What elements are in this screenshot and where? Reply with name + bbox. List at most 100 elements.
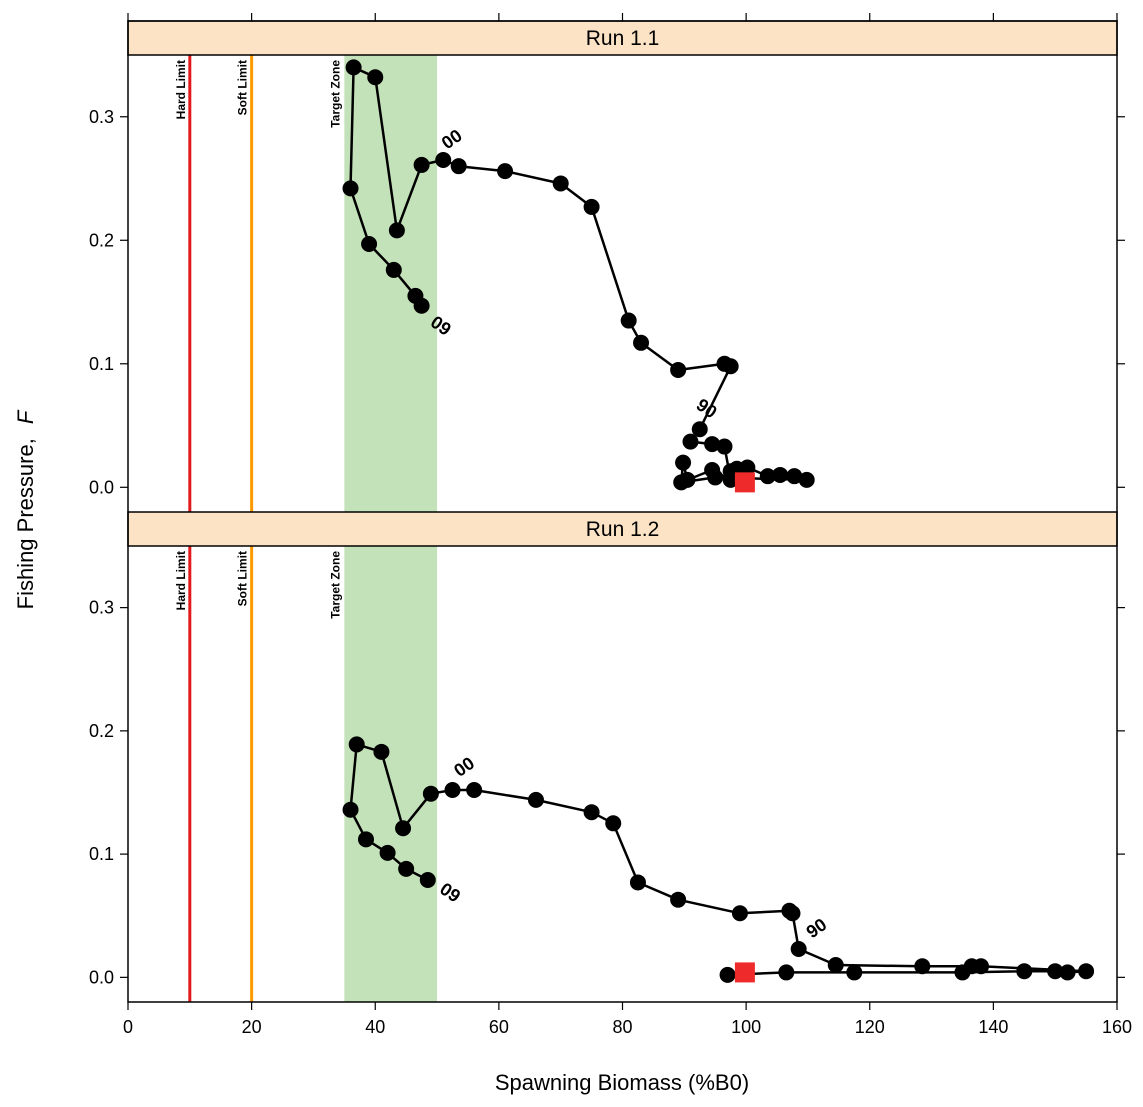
data-point-1 (719, 966, 736, 983)
data-point-29 (357, 831, 374, 848)
data-point-12 (679, 471, 696, 488)
year-label-90: 90 (803, 914, 831, 942)
year-label-00: 00 (438, 125, 466, 153)
data-point-21 (670, 361, 687, 378)
data-point-35 (385, 261, 402, 278)
x-tick-label-6: 120 (855, 1017, 885, 1037)
x-tick-label-5: 100 (731, 1017, 761, 1037)
data-point-26 (373, 743, 390, 760)
y-axis-title-text: Fishing Pressure, (13, 438, 38, 609)
data-point-6 (772, 466, 789, 483)
data-point-32 (419, 871, 436, 888)
hard-limit-label: Hard Limit (174, 551, 188, 610)
data-point-11 (914, 958, 931, 975)
data-point-16 (704, 436, 721, 453)
data-point-33 (342, 180, 359, 197)
data-point-8 (1078, 963, 1095, 980)
y-tick-label-1: 0.1 (89, 844, 114, 864)
data-point-31 (398, 860, 415, 877)
soft-limit-label: Soft Limit (236, 551, 250, 606)
target-zone-label: Target Zone (328, 551, 342, 619)
data-point-10 (963, 958, 980, 975)
data-point-6 (1047, 963, 1064, 980)
data-point-17 (670, 891, 687, 908)
data-point-14 (722, 471, 739, 488)
data-point-5 (759, 468, 776, 485)
data-point-23 (444, 782, 461, 799)
data-point-22 (633, 334, 650, 351)
data-point-22 (466, 782, 483, 799)
data-point-26 (497, 163, 514, 180)
data-point-7 (786, 468, 803, 485)
data-point-8 (798, 471, 815, 488)
data-point-13 (790, 941, 807, 958)
data-point-17 (682, 433, 699, 450)
current-status-marker (734, 962, 755, 983)
data-point-37 (413, 297, 430, 314)
data-point-28 (342, 801, 359, 818)
data-point-7 (1059, 964, 1076, 981)
panel-strip-label: Run 1.1 (586, 27, 660, 50)
target-zone-band (344, 546, 438, 1002)
soft-limit-label: Soft Limit (236, 60, 250, 115)
data-point-5 (1016, 963, 1033, 980)
x-tick-label-8: 160 (1102, 1017, 1132, 1037)
data-point-30 (388, 222, 405, 239)
data-point-29 (413, 156, 430, 173)
data-point-12 (827, 957, 844, 974)
target-zone-label: Target Zone (328, 60, 342, 128)
panel-2: Hard Limit Soft Limit Target Zone 00 90 09 Run… (89, 511, 1125, 1002)
panel-strip (127, 20, 1118, 56)
target-zone-band (344, 55, 438, 512)
x-tick-label-3: 60 (489, 1017, 509, 1037)
data-point-20 (716, 355, 733, 372)
data-point-25 (395, 820, 412, 837)
data-point-13 (704, 462, 721, 479)
data-point-16 (731, 905, 748, 922)
y-tick-label-2: 0.2 (89, 721, 114, 741)
y-tick-label-0: 0.0 (89, 477, 114, 497)
data-point-19 (605, 815, 622, 832)
data-point-18 (691, 421, 708, 438)
data-point-3 (846, 964, 863, 981)
x-tick-label-4: 80 (612, 1017, 632, 1037)
data-point-32 (345, 59, 362, 76)
panel-strip-label: Run 1.2 (586, 518, 660, 541)
current-status-marker (734, 472, 755, 493)
data-point-27 (450, 158, 467, 175)
data-point-31 (367, 69, 384, 86)
data-point-4 (739, 459, 756, 476)
data-point-21 (527, 791, 544, 808)
panel-plot-area (188, 546, 1095, 1002)
y-tick-label-0: 0.0 (89, 967, 114, 987)
data-point-18 (629, 874, 646, 891)
data-point-2 (778, 964, 795, 981)
hard-limit-label: Hard Limit (174, 60, 188, 119)
year-label-90: 90 (693, 395, 721, 423)
x-tick-label-0: 0 (123, 1017, 133, 1037)
data-point-20 (583, 804, 600, 821)
y-axis-title-symbol: F (13, 409, 38, 424)
data-point-11 (675, 454, 692, 471)
data-point-25 (552, 175, 569, 192)
data-point-30 (379, 844, 396, 861)
data-point-24 (422, 785, 439, 802)
y-tick-label-2: 0.2 (89, 230, 114, 250)
y-tick-label-3: 0.3 (89, 107, 114, 127)
data-point-34 (361, 235, 378, 252)
data-point-24 (583, 198, 600, 215)
data-point-27 (348, 736, 365, 753)
panel-1: Hard Limit Soft Limit Target Zone900009Run… (89, 20, 1125, 512)
data-point-28 (435, 151, 452, 168)
panel-strip (127, 511, 1118, 547)
y-axis-title: Fishing Pressure, F (13, 409, 38, 609)
y-tick-label-1: 0.1 (89, 354, 114, 374)
y-tick-label-3: 0.3 (89, 598, 114, 618)
x-tick-label-7: 140 (978, 1017, 1008, 1037)
x-axis-title: Spawning Biomass (%B0) (495, 1070, 749, 1095)
data-point-23 (620, 312, 637, 329)
data-point-15 (716, 438, 733, 455)
x-tick-label-1: 20 (242, 1017, 262, 1037)
panel-plot-area (188, 55, 815, 512)
